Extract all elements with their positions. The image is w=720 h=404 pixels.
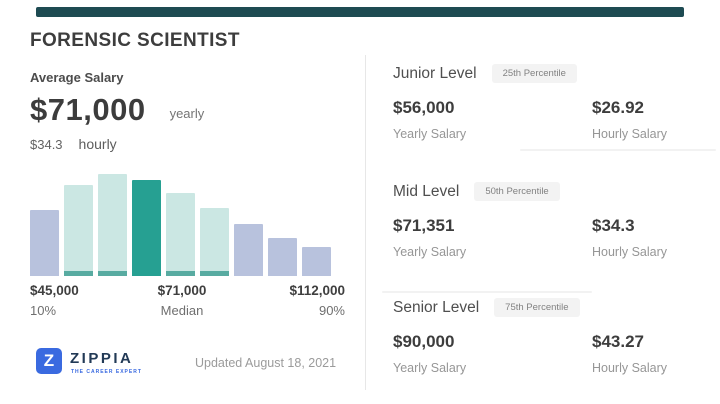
histogram-bar: [268, 238, 297, 276]
level-stats: $71,351 Yearly Salary $34.3 Hourly Salar…: [393, 216, 693, 259]
histogram-bar: [302, 247, 331, 276]
senior-level-section: Senior Level 75th Percentile $90,000 Yea…: [393, 298, 693, 375]
average-salary-label: Average Salary: [30, 70, 124, 85]
yearly-amount: $90,000: [393, 332, 455, 351]
histogram-bar-base: [64, 271, 93, 276]
junior-level-section: Junior Level 25th Percentile $56,000 Yea…: [393, 64, 693, 141]
hourly-stat: $43.27 Hourly Salary: [592, 332, 693, 375]
section-separator: [520, 149, 716, 151]
updated-date: Updated August 18, 2021: [195, 356, 337, 370]
mid-level-section: Mid Level 50th Percentile $71,351 Yearly…: [393, 182, 693, 259]
histogram-bar-median: [132, 180, 161, 276]
tick-amount: $112,000: [289, 283, 345, 298]
level-stats: $90,000 Yearly Salary $43.27 Hourly Sala…: [393, 332, 693, 375]
tick-sublabel: 10%: [30, 303, 57, 318]
top-accent-bar: [36, 7, 684, 17]
hourly-amount: $43.27: [592, 332, 644, 351]
hourly-salary-amount: $34.3: [30, 137, 63, 152]
yearly-amount: $71,351: [393, 216, 455, 235]
hourly-amount: $34.3: [592, 216, 635, 235]
tick-sublabel: 90%: [318, 303, 345, 318]
hourly-label: Hourly Salary: [592, 245, 668, 259]
histogram-bar: [166, 193, 195, 276]
level-title: Senior Level: [393, 298, 480, 316]
tick-10th-percentile: $45,000 10%: [30, 283, 79, 318]
level-header: Mid Level 50th Percentile: [393, 182, 693, 201]
tick-sublabel: Median: [160, 303, 204, 318]
hourly-label: Hourly Salary: [592, 361, 668, 375]
average-salary-hourly: $34.3 hourly: [30, 136, 117, 152]
hourly-salary-unit: hourly: [78, 136, 117, 152]
histogram-bar-base: [200, 271, 229, 276]
histogram-bar: [98, 174, 127, 276]
percentile-badge: 50th Percentile: [474, 182, 560, 201]
page-title: FORENSIC SCIENTIST: [30, 30, 240, 51]
tick-amount: $45,000: [30, 283, 79, 298]
hourly-amount: $26.92: [592, 98, 644, 117]
tick-amount: $71,000: [157, 283, 207, 298]
percentile-badge: 25th Percentile: [491, 64, 577, 83]
histogram-bar: [200, 208, 229, 276]
level-header: Junior Level 25th Percentile: [393, 64, 693, 83]
zippia-logo-icon[interactable]: Z: [36, 348, 62, 374]
yearly-stat: $90,000 Yearly Salary: [393, 332, 592, 375]
yearly-label: Yearly Salary: [393, 361, 467, 375]
brand-tagline: THE CAREER EXPERT: [71, 369, 142, 375]
percentile-badge: 75th Percentile: [494, 298, 580, 317]
histogram-bar-base: [166, 271, 195, 276]
section-separator: [382, 291, 592, 293]
yearly-stat: $71,351 Yearly Salary: [393, 216, 592, 259]
yearly-label: Yearly Salary: [393, 245, 467, 259]
hourly-label: Hourly Salary: [592, 127, 668, 141]
level-title: Junior Level: [393, 64, 477, 82]
histogram-bar: [64, 185, 93, 276]
level-title: Mid Level: [393, 182, 460, 200]
hourly-stat: $26.92 Hourly Salary: [592, 98, 693, 141]
tick-median: $71,000 Median: [130, 283, 234, 318]
average-salary-yearly: $71,000 yearly: [30, 92, 204, 128]
salary-histogram: [30, 174, 332, 276]
hourly-stat: $34.3 Hourly Salary: [592, 216, 693, 259]
level-header: Senior Level 75th Percentile: [393, 298, 693, 317]
yearly-salary-amount: $71,000: [30, 92, 146, 127]
vertical-divider: [365, 55, 366, 390]
tick-90th-percentile: $112,000 90%: [241, 283, 345, 318]
level-stats: $56,000 Yearly Salary $26.92 Hourly Sala…: [393, 98, 693, 141]
yearly-label: Yearly Salary: [393, 127, 467, 141]
brand-name: ZIPPIA: [70, 350, 134, 367]
yearly-salary-unit: yearly: [169, 105, 205, 121]
yearly-stat: $56,000 Yearly Salary: [393, 98, 592, 141]
yearly-amount: $56,000: [393, 98, 455, 117]
histogram-bar-base: [98, 271, 127, 276]
histogram-bar: [234, 224, 263, 276]
histogram-bar: [30, 210, 59, 276]
